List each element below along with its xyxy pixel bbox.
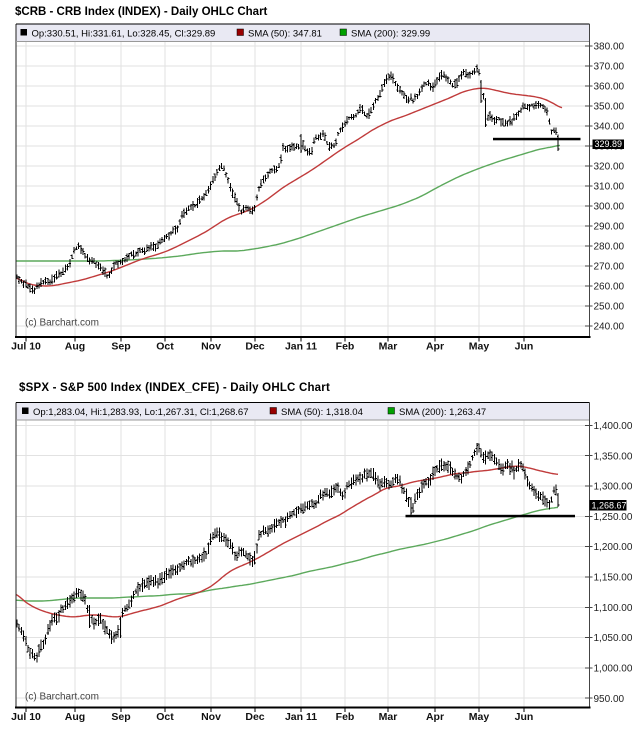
svg-text:Jun: Jun <box>515 341 534 353</box>
svg-text:380.00: 380.00 <box>594 42 625 53</box>
svg-text:Feb: Feb <box>336 341 355 353</box>
svg-text:Jul 10: Jul 10 <box>11 711 41 723</box>
svg-text:Nov: Nov <box>201 341 221 353</box>
svg-text:370.00: 370.00 <box>594 62 625 73</box>
svg-text:Op:1,283.04, Hi:1,283.93, Lo:1: Op:1,283.04, Hi:1,283.93, Lo:1,267.31, C… <box>33 407 249 418</box>
svg-text:310.00: 310.00 <box>594 182 625 193</box>
svg-text:1,000.00: 1,000.00 <box>594 664 633 675</box>
svg-text:950.00: 950.00 <box>594 694 625 705</box>
svg-text:Apr: Apr <box>426 341 444 353</box>
svg-text:May: May <box>469 711 490 723</box>
svg-text:Sep: Sep <box>111 341 130 353</box>
svg-text:300.00: 300.00 <box>594 202 625 213</box>
svg-text:Jan 11: Jan 11 <box>285 341 317 353</box>
svg-text:Aug: Aug <box>65 711 85 723</box>
svg-text:Mar: Mar <box>379 711 398 723</box>
svg-text:Feb: Feb <box>336 711 355 723</box>
svg-text:1,350.00: 1,350.00 <box>594 451 633 462</box>
svg-text:Dec: Dec <box>245 341 264 353</box>
svg-text:340.00: 340.00 <box>594 122 625 133</box>
svg-text:1,250.00: 1,250.00 <box>594 512 633 523</box>
svg-text:May: May <box>469 341 490 353</box>
svg-text:240.00: 240.00 <box>594 322 625 333</box>
svg-text:329.89: 329.89 <box>595 139 623 149</box>
svg-text:(c) Barchart.com: (c) Barchart.com <box>25 318 99 329</box>
svg-text:Apr: Apr <box>426 711 444 723</box>
svg-text:Mar: Mar <box>379 341 398 353</box>
svg-text:Op:330.51, Hi:331.61, Lo:328.4: Op:330.51, Hi:331.61, Lo:328.45, Cl:329.… <box>32 28 216 39</box>
svg-text:350.00: 350.00 <box>594 102 625 113</box>
svg-text:SMA (50): 347.81: SMA (50): 347.81 <box>248 28 322 39</box>
svg-text:290.00: 290.00 <box>594 222 625 233</box>
svg-text:Jul 10: Jul 10 <box>11 341 41 353</box>
svg-text:270.00: 270.00 <box>594 262 625 273</box>
svg-text:1,050.00: 1,050.00 <box>594 633 633 644</box>
svg-text:Sep: Sep <box>111 711 130 723</box>
svg-text:SMA (200): 329.99: SMA (200): 329.99 <box>351 28 430 39</box>
svg-text:320.00: 320.00 <box>594 162 625 173</box>
svg-text:Dec: Dec <box>245 711 264 723</box>
svg-text:Aug: Aug <box>65 341 85 353</box>
svg-text:1,268.67: 1,268.67 <box>592 501 627 511</box>
svg-text:(c) Barchart.com: (c) Barchart.com <box>25 692 99 703</box>
svg-text:360.00: 360.00 <box>594 82 625 93</box>
svg-text:SMA (200): 1,263.47: SMA (200): 1,263.47 <box>399 407 486 418</box>
svg-text:1,200.00: 1,200.00 <box>594 542 633 553</box>
svg-text:Jan 11: Jan 11 <box>285 711 317 723</box>
svg-text:Oct: Oct <box>156 341 174 353</box>
svg-text:Jun: Jun <box>515 711 534 723</box>
svg-text:Nov: Nov <box>201 711 221 723</box>
svg-text:280.00: 280.00 <box>594 242 625 253</box>
svg-text:1,150.00: 1,150.00 <box>594 573 633 584</box>
svg-text:260.00: 260.00 <box>594 282 625 293</box>
svg-text:1,300.00: 1,300.00 <box>594 482 633 493</box>
svg-text:250.00: 250.00 <box>594 302 625 313</box>
svg-text:1,100.00: 1,100.00 <box>594 603 633 614</box>
svg-text:SMA (50): 1,318.04: SMA (50): 1,318.04 <box>281 407 363 418</box>
svg-text:Oct: Oct <box>156 711 174 723</box>
svg-text:1,400.00: 1,400.00 <box>594 421 633 432</box>
